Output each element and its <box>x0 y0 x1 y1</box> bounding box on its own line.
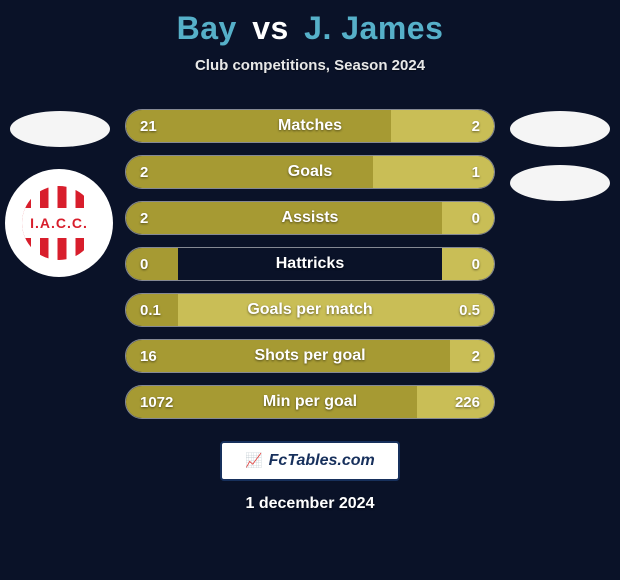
team1-badge-text: I.A.C.C. <box>22 208 96 238</box>
team2-logo-bottom <box>510 165 610 201</box>
stat-bar-shots-per-goal: 162Shots per goal <box>125 339 495 373</box>
team2-logo-top <box>510 111 610 147</box>
stat-bar-min-per-goal: 1072226Min per goal <box>125 385 495 419</box>
player1-name: Bay <box>177 10 237 46</box>
subtitle: Club competitions, Season 2024 <box>0 57 620 74</box>
team1-badge-wrap: I.A.C.C. <box>5 169 113 277</box>
bar-label: Assists <box>126 209 494 227</box>
date-text: 1 december 2024 <box>0 495 620 513</box>
stat-bars: 212Matches 21Goals 20Assists 00Hattricks 0.1… <box>125 109 495 419</box>
bar-label: Min per goal <box>126 393 494 411</box>
stat-bar-goals: 21Goals <box>125 155 495 189</box>
bar-label: Goals <box>126 163 494 181</box>
stat-bar-matches: 212Matches <box>125 109 495 143</box>
bar-label: Shots per goal <box>126 347 494 365</box>
team1-badge-stripes: I.A.C.C. <box>22 186 96 260</box>
brand-text: FcTables.com <box>269 452 375 470</box>
stat-bar-goals-per-match: 0.10.5Goals per match <box>125 293 495 327</box>
vs-text: vs <box>252 10 289 46</box>
bar-label: Goals per match <box>126 301 494 319</box>
brand-logo[interactable]: 📈 FcTables.com <box>220 441 400 481</box>
chart-icon: 📈 <box>245 453 262 467</box>
team1-badge: I.A.C.C. <box>5 169 113 277</box>
bar-label: Matches <box>126 117 494 135</box>
team1-logo-top <box>10 111 110 147</box>
stat-bar-assists: 20Assists <box>125 201 495 235</box>
comparison-stage: I.A.C.C. 212Matches 21Goals 20Assists 00Hat… <box>0 109 620 419</box>
player2-name: J. James <box>304 10 443 46</box>
stat-bar-hattricks: 00Hattricks <box>125 247 495 281</box>
page-title: Bay vs J. James <box>0 0 620 47</box>
bar-label: Hattricks <box>126 255 494 273</box>
